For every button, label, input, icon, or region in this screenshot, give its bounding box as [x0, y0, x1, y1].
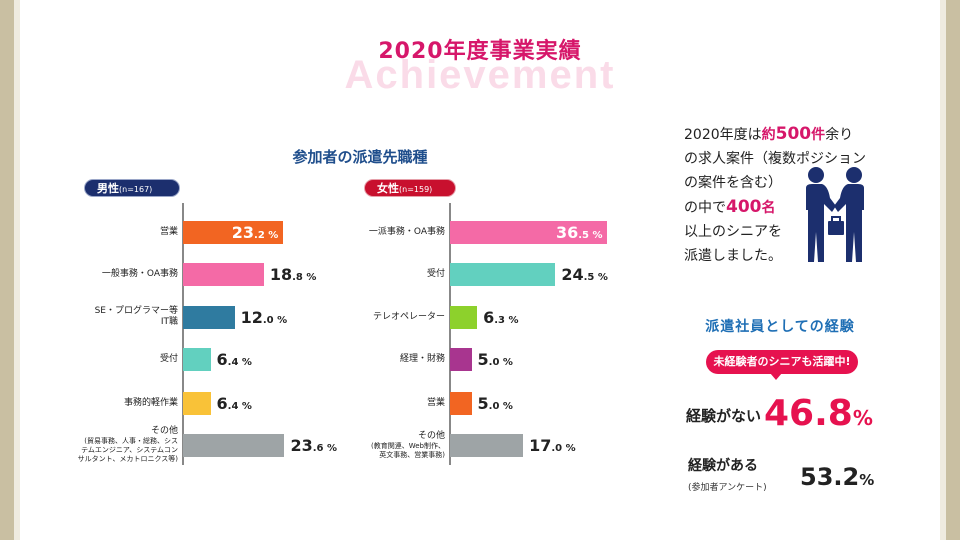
female-category-label: その他 (教育関連、Web制作、 英文事務、営業事務) [315, 431, 445, 460]
note-text: 派遣しました。 [684, 248, 782, 264]
note-highlight: 約 [761, 127, 776, 143]
male-bar [183, 221, 283, 244]
note-highlight: 500 [775, 124, 812, 144]
no-experience-value: 46.8% [764, 393, 873, 434]
male-category-name: 受付 [159, 353, 178, 364]
female-data-label: 24.5 % [561, 265, 608, 284]
note-highlight: 名 [761, 200, 776, 216]
male-bar [183, 392, 211, 415]
female-category-label: 営業 [315, 398, 445, 409]
male-label-pill: 男性(n=167) [84, 179, 180, 197]
experience-heading: 派遣社員としての経験 [705, 319, 855, 335]
experience-value: 53.2% [800, 463, 874, 491]
male-category-detail: (貿易事務、人事・総務、シス テムエンジニア、システムコン サルタント、メカトロ… [77, 437, 178, 463]
experience-number: 53.2 [800, 463, 860, 491]
female-data-label: 6.3 % [483, 308, 519, 327]
male-chart-axis [182, 203, 184, 465]
female-category-label: 経理・財務 [315, 354, 445, 365]
experience-badge-tail [770, 373, 782, 380]
experience-badge: 未経験者のシニアも活躍中! [706, 350, 858, 374]
chart-heading: 参加者の派遣先職種 [292, 148, 428, 166]
summary-note: 2020年度は約500件余りの求人案件（複数ポジション の案件を含む） の中で400… [684, 122, 914, 268]
male-data-label: 6.4 % [216, 350, 252, 369]
female-data-label: 5.0 % [477, 394, 513, 413]
note-text: 2020年度は [684, 127, 762, 143]
female-bar [450, 348, 472, 371]
female-category-name: 一派事務・OA事務 [368, 226, 445, 237]
female-chart-axis [449, 203, 451, 465]
male-category-label: 営業 [48, 227, 178, 238]
handshake-icon [806, 167, 864, 262]
experience-survey-note: (参加者アンケート) [688, 483, 767, 493]
female-bar [450, 306, 478, 329]
male-category-name: 一般事務・OA事務 [101, 268, 178, 279]
male-bar [183, 348, 211, 371]
male-n: (n=167) [119, 185, 153, 194]
no-experience-number: 46.8 [764, 393, 853, 434]
male-bar [183, 434, 285, 457]
female-category-name: 受付 [426, 268, 445, 279]
note-text: の案件を含む） [684, 175, 782, 191]
note-text: 以上のシニアを [684, 224, 782, 240]
male-category-label: 事務的軽作業 [48, 398, 178, 409]
experience-label: 経験がある [688, 458, 758, 474]
note-highlight: 件 [811, 127, 826, 143]
male-label: 男性 [97, 182, 119, 195]
female-data-label: 5.0 % [477, 350, 513, 369]
female-category-name: テレオペレーター [372, 311, 445, 322]
note-highlight: 400 [726, 197, 762, 217]
male-category-label: 受付 [48, 354, 178, 365]
female-category-label: 受付 [315, 269, 445, 280]
female-category-name: その他 [417, 430, 445, 441]
male-category-label: SE・プログラマー等 IT職 [48, 306, 178, 328]
frame-right [946, 0, 960, 540]
male-data-label: 18.8 % [269, 265, 317, 284]
male-category-name: 事務的軽作業 [123, 397, 178, 408]
frame-left-inner [14, 0, 20, 540]
female-data-label: 17.0 % [529, 436, 576, 455]
female-category-name: 経理・財務 [399, 353, 445, 364]
male-category-name: SE・プログラマー等 IT職 [94, 306, 178, 327]
page-title: 2020年度事業実績 [378, 39, 582, 64]
experience-unit: % [859, 471, 875, 489]
male-bar [183, 306, 235, 329]
note-text: の中で [684, 200, 726, 216]
female-bar [450, 221, 607, 244]
female-category-name: 営業 [426, 397, 445, 408]
female-category-label: 一派事務・OA事務 [315, 227, 445, 238]
female-data-label: 36.5 % [555, 223, 603, 242]
note-text: の求人案件（複数ポジション [684, 151, 866, 167]
female-label: 女性 [377, 182, 399, 195]
male-category-name: 営業 [159, 226, 178, 237]
female-category-detail: (教育関連、Web制作、 英文事務、営業事務) [371, 441, 445, 459]
male-data-label: 23.6 % [290, 436, 337, 455]
male-category-name: その他 [150, 426, 178, 436]
frame-right-inner [940, 0, 946, 540]
male-category-label: 一般事務・OA事務 [48, 269, 178, 280]
no-experience-unit: % [852, 406, 873, 430]
note-text: 余り [825, 127, 854, 143]
female-n: (n=159) [399, 185, 433, 194]
male-category-label: その他 (貿易事務、人事・総務、シス テムエンジニア、システムコン サルタント、メ… [48, 426, 178, 464]
no-experience-label: 経験がない [686, 407, 762, 425]
male-data-label: 6.4 % [216, 394, 252, 413]
male-bar [183, 263, 264, 286]
female-bar [450, 392, 472, 415]
male-data-label: 23.2 % [231, 223, 279, 242]
female-label-pill: 女性(n=159) [364, 179, 456, 197]
female-bar [450, 263, 556, 286]
female-category-label: テレオペレーター [315, 312, 445, 323]
male-data-label: 12.0 % [240, 308, 288, 327]
page-subtitle: Achievement [344, 53, 616, 97]
frame-left [0, 0, 14, 540]
female-bar [450, 434, 524, 457]
